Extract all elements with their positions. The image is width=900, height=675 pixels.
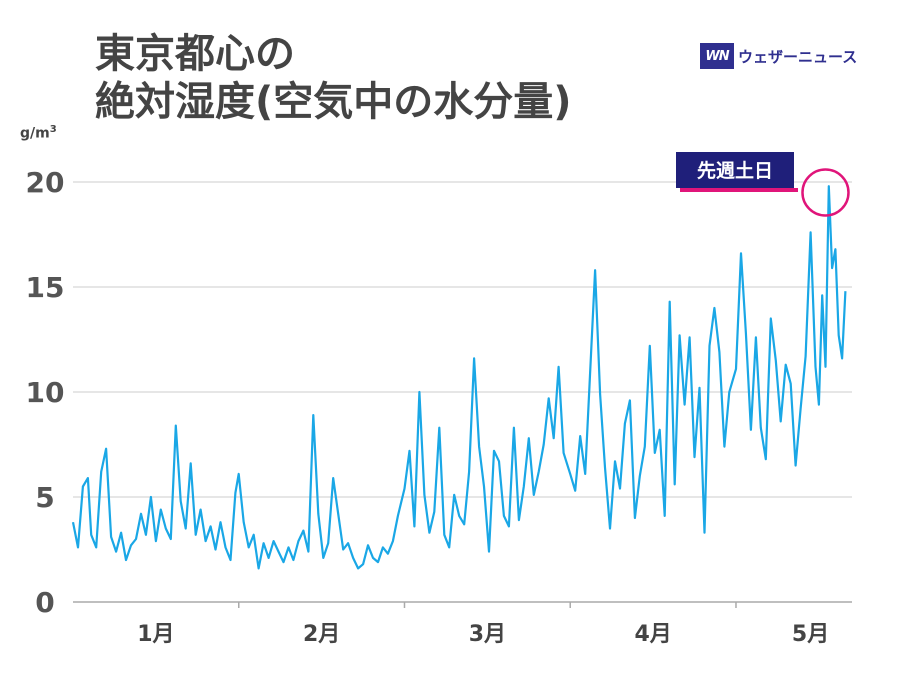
y-axis-unit: g/m3 (20, 124, 57, 142)
weathernews-logo-icon: WN (700, 43, 734, 69)
chart-title: 東京都心の 絶対湿度(空気中の水分量) (95, 30, 572, 126)
series-line-absolute-humidity (71, 185, 847, 570)
y-tick-label-15: 15 (26, 271, 65, 304)
x-tick-label-3: 3月 (469, 622, 506, 647)
callout-underline (680, 188, 798, 192)
callout-box (676, 152, 794, 188)
y-axis-unit-superscript: 3 (49, 124, 57, 135)
x-tick-labels: 1月 2月 3月 4月 5月 (137, 622, 829, 647)
x-tick-label-5: 5月 (792, 622, 829, 647)
x-tick-label-1: 1月 (137, 622, 174, 647)
annotation-callout: 先週土日 (676, 152, 850, 217)
callout-label: 先週土日 (697, 159, 773, 182)
chart-title-line2: 絶対湿度(空気中の水分量) (95, 79, 572, 125)
x-tick-label-2: 2月 (303, 622, 340, 647)
x-axis (73, 601, 852, 608)
brand-name: ウェザーニュース (738, 47, 858, 66)
y-tick-label-10: 10 (26, 376, 65, 409)
y-tick-labels: 0 5 10 15 20 (26, 166, 65, 619)
y-tick-label-20: 20 (26, 166, 65, 199)
y-axis-unit-base: g/m (20, 125, 50, 142)
brand-logo-block: WN ウェザーニュース (700, 43, 857, 69)
y-tick-label-0: 0 (35, 586, 54, 619)
chart-title-line1: 東京都心の (95, 31, 295, 77)
grid-lines (73, 181, 852, 498)
y-tick-label-5: 5 (35, 481, 54, 514)
x-tick-label-4: 4月 (634, 622, 671, 647)
highlight-circle (801, 168, 850, 217)
